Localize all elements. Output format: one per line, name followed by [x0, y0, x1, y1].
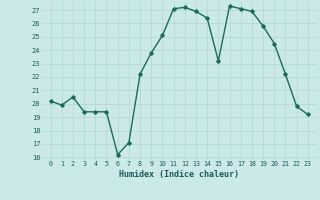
X-axis label: Humidex (Indice chaleur): Humidex (Indice chaleur) — [119, 170, 239, 179]
